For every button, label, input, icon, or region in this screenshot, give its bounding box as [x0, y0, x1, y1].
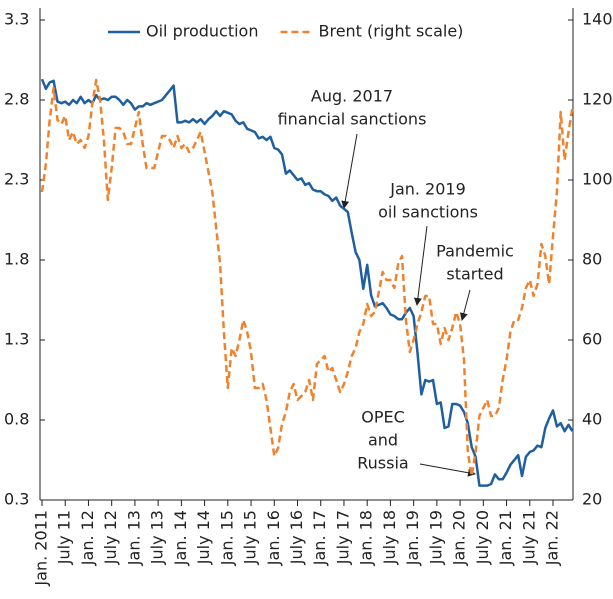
annotation: started	[446, 265, 503, 284]
x-tick-label: July 14	[194, 510, 213, 565]
annotations: Aug. 2017 financial sanctions Jan. 2019 …	[278, 87, 514, 477]
annotation: financial sanctions	[278, 110, 427, 129]
y-tick-label: 0.3	[4, 490, 29, 509]
annotation: Pandemic	[436, 242, 514, 261]
legend-label: Oil production	[146, 22, 258, 41]
y2-tick-label: 80	[582, 250, 602, 269]
y-tick-label: 3.3	[4, 10, 29, 29]
x-tick-label: Jan. 15	[217, 510, 236, 566]
y2-tick-label: 60	[582, 330, 602, 349]
x-tick-label: July 13	[148, 510, 167, 565]
x-tick-label: Jan. 14	[171, 510, 190, 566]
x-tick-label: Jan. 12	[78, 510, 97, 566]
x-tick-label: July 16	[287, 510, 306, 565]
x-tick-label: Jan. 2011	[32, 510, 51, 587]
y-tick-label: 2.8	[4, 90, 29, 109]
arrow	[413, 225, 428, 306]
legend-label: Brent (right scale)	[318, 22, 463, 41]
annotation: and	[368, 431, 398, 450]
series-line	[40, 78, 574, 478]
x-tick-label: Jan. 21	[496, 510, 515, 566]
annotation: Russia	[357, 454, 408, 473]
x-tick-label: July 21	[519, 510, 538, 565]
x-tick-label: July 12	[101, 510, 120, 565]
x-tick-label: July 11	[55, 510, 74, 565]
x-tick-label: July 19	[426, 510, 445, 565]
arrow	[459, 289, 471, 321]
x-tick-label: July 20	[473, 510, 492, 565]
series-line	[40, 78, 574, 487]
y-tick-label: 1.3	[4, 330, 29, 349]
y-tick-label: 2.3	[4, 170, 29, 189]
x-tick-label: Jan. 16	[264, 510, 283, 566]
y2-tick-label: 140	[582, 10, 613, 29]
x-tick-label: Jan. 18	[357, 510, 376, 566]
x-tick-label: Jan. 19	[403, 510, 422, 566]
x-tick-label: July 15	[241, 510, 260, 565]
arrow	[419, 463, 476, 477]
y-tick-label: 1.8	[4, 250, 29, 269]
y2-tick-label: 120	[582, 90, 613, 109]
legend: Oil production Brent (right scale)	[108, 22, 463, 41]
x-tick-label: Jan. 13	[124, 510, 143, 566]
annotation: OPEC	[361, 408, 405, 427]
annotation: Aug. 2017	[311, 87, 393, 106]
x-tick-label: Jan. 20	[450, 510, 469, 566]
x-tick-label: Jan. 17	[310, 510, 329, 566]
annotation: oil sanctions	[378, 203, 478, 222]
y2-tick-label: 100	[582, 170, 613, 189]
y2-tick-label: 40	[582, 410, 602, 429]
arrow	[341, 133, 358, 209]
x-tick-label: July 18	[380, 510, 399, 565]
x-tick-label: Jan. 22	[543, 510, 562, 566]
x-tick-label: July 17	[333, 510, 352, 565]
y2-tick-label: 20	[582, 490, 602, 509]
y-tick-label: 0.8	[4, 410, 29, 429]
annotation: Jan. 2019	[389, 180, 466, 199]
